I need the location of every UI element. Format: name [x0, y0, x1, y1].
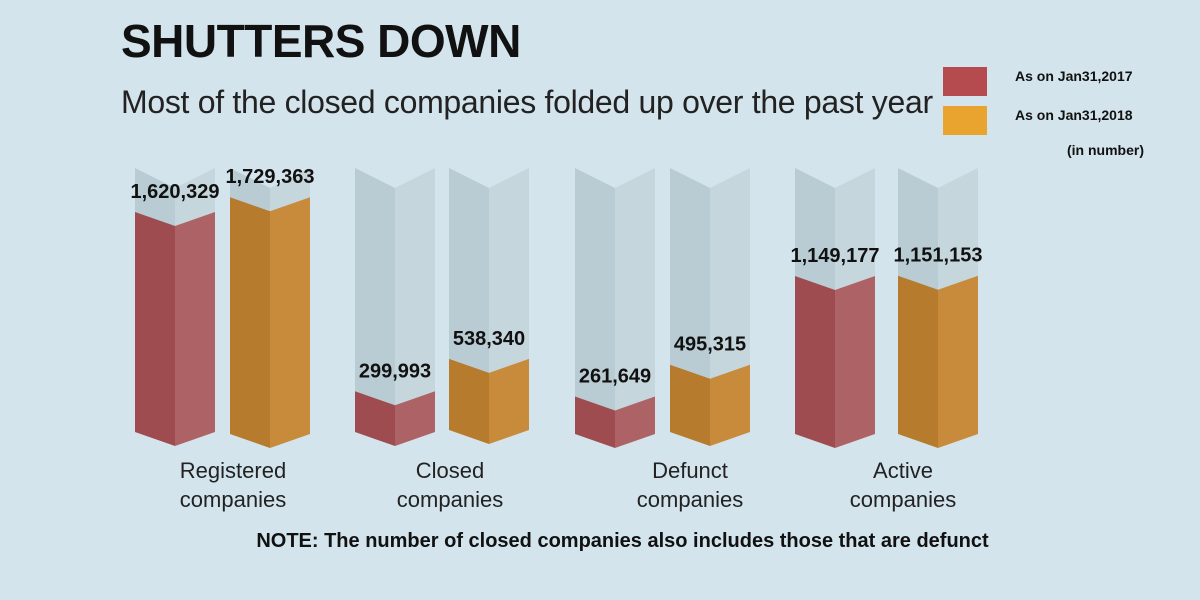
value-label: 538,340 — [453, 328, 525, 350]
bar-3-1-side — [938, 275, 978, 448]
chart-title: SHUTTERS DOWN — [121, 15, 521, 67]
bar-3-0-side — [835, 275, 875, 448]
category-label-line2: companies — [849, 487, 957, 512]
bar-0-1-front — [230, 197, 270, 448]
bar-3-0-front — [795, 275, 835, 448]
bar-1-1-side — [489, 358, 529, 444]
bar-1-0-front — [355, 391, 395, 446]
ghost-column-side — [615, 168, 655, 442]
bar-2-1-front — [670, 364, 710, 446]
bar-3-1-front — [898, 275, 938, 448]
category-label: Defunct companies — [590, 456, 790, 514]
bar-2-0-side — [615, 396, 655, 448]
category-label-line2: companies — [179, 487, 287, 512]
ghost-column-front — [575, 168, 615, 434]
value-label: 1,151,153 — [894, 245, 983, 267]
footnote: NOTE: The number of closed companies als… — [256, 530, 989, 552]
category-label-line1: Registered — [179, 458, 287, 483]
bar-1-1-front — [449, 358, 489, 444]
value-label: 495,315 — [674, 334, 746, 356]
value-label: 1,620,329 — [131, 181, 220, 203]
ghost-column-side — [395, 168, 435, 440]
legend-label-2018: As on Jan31,2018 — [1015, 107, 1133, 123]
bar-2-0-front — [575, 396, 615, 448]
bar-0-1-side — [270, 197, 310, 448]
chart-subtitle: Most of the closed companies folded up o… — [121, 84, 933, 120]
category-label: Active companies — [803, 456, 1003, 514]
value-label: 1,729,363 — [226, 166, 315, 188]
value-label: 299,993 — [359, 360, 431, 382]
legend-label-2017: As on Jan31,2017 — [1015, 68, 1133, 84]
value-label: 1,149,177 — [791, 245, 880, 267]
unit-note: (in number) — [1067, 142, 1144, 158]
category-label-line2: companies — [396, 487, 504, 512]
legend-swatch-2018 — [943, 106, 987, 135]
category-label-line2: companies — [636, 487, 744, 512]
bar-0-0-side — [175, 212, 215, 446]
category-label: Closed companies — [350, 456, 550, 514]
bar-0-0-front — [135, 212, 175, 446]
ghost-column-front — [355, 168, 395, 432]
category-label-line1: Active — [873, 458, 933, 483]
bar-2-1-side — [710, 364, 750, 446]
ghost-column-front — [670, 168, 710, 432]
value-label: 261,649 — [579, 365, 651, 387]
bar-1-0-side — [395, 391, 435, 446]
category-label-line1: Closed — [415, 458, 485, 483]
legend-swatch-2017 — [943, 67, 987, 96]
category-label: Registered companies — [133, 456, 333, 514]
category-label-line1: Defunct — [652, 458, 728, 483]
